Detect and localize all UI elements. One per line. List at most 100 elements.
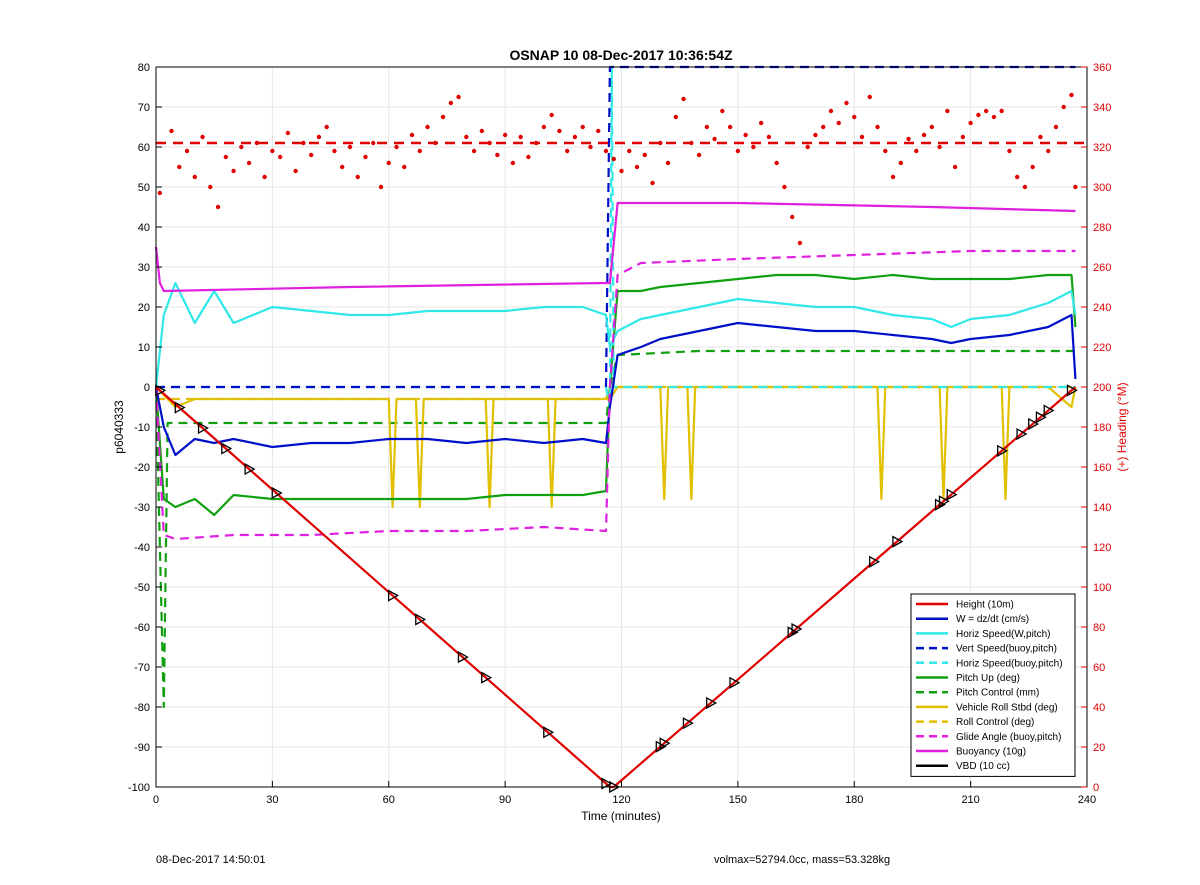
legend-label-horiz-speed-w-pitch: Horiz Speed(W,pitch) bbox=[956, 629, 1050, 640]
heading-point bbox=[564, 148, 570, 154]
heading-point bbox=[588, 144, 593, 150]
heading-point bbox=[766, 134, 772, 140]
height-marker bbox=[706, 696, 718, 710]
heading-point bbox=[324, 124, 329, 130]
heading-point bbox=[968, 120, 973, 126]
series-line-vehicle-roll-stbd-deg bbox=[155, 385, 1077, 509]
heading-point bbox=[735, 148, 741, 154]
height-marker bbox=[1043, 404, 1055, 417]
heading-point bbox=[580, 124, 585, 130]
y2-tick-label: 40 bbox=[1093, 702, 1105, 714]
heading-point bbox=[479, 128, 485, 134]
heading-point bbox=[332, 148, 337, 154]
heading-point bbox=[308, 152, 314, 158]
heading-point bbox=[743, 132, 748, 138]
legend-label-vert-speed-buoy-pitch: Vert Speed(buoy,pitch) bbox=[956, 644, 1057, 655]
y2-tick-label: 220 bbox=[1093, 342, 1111, 354]
heading-point bbox=[852, 114, 857, 120]
y2-tick-label: 80 bbox=[1093, 622, 1105, 634]
y-tick-label: 30 bbox=[138, 262, 150, 274]
heading-point bbox=[495, 152, 500, 158]
legend: Height (10m) W = dz/dt (cm/s) Horiz Speed(… bbox=[910, 593, 1076, 777]
height-marker bbox=[946, 488, 958, 501]
legend-label-buoyancy-10g: Buoyancy (10g) bbox=[956, 747, 1026, 758]
y2-tick-label: 60 bbox=[1093, 662, 1105, 674]
heading-point bbox=[1038, 134, 1043, 140]
heading-point bbox=[239, 144, 244, 150]
heading-point bbox=[704, 124, 710, 130]
heading-point bbox=[301, 140, 306, 146]
legend-box bbox=[910, 593, 1076, 777]
heading-point bbox=[696, 152, 702, 158]
heading-point bbox=[417, 148, 422, 154]
x-tick-label: 240 bbox=[1078, 794, 1096, 806]
heading-point bbox=[549, 112, 554, 118]
y2-tick-label: 100 bbox=[1093, 582, 1111, 594]
y-tick-label: -90 bbox=[134, 742, 150, 754]
marker-layer bbox=[155, 384, 1078, 794]
y2-tick-label: 120 bbox=[1093, 542, 1111, 554]
heading-point bbox=[526, 154, 531, 160]
heading-point bbox=[355, 174, 360, 180]
heading-point bbox=[596, 128, 601, 134]
heading-point bbox=[1030, 164, 1035, 170]
y-tick-label: -80 bbox=[134, 702, 150, 714]
heading-point bbox=[665, 160, 671, 166]
heading-point bbox=[603, 148, 609, 154]
y-tick-label: -10 bbox=[134, 422, 150, 434]
heading-point bbox=[510, 160, 516, 166]
legend-label-height-10m: Height (10m) bbox=[956, 600, 1014, 611]
heading-point bbox=[231, 168, 236, 174]
heading-point bbox=[634, 164, 640, 170]
y-axis-label: p6040333 bbox=[112, 400, 126, 454]
heading-point bbox=[883, 148, 888, 154]
heading-point bbox=[875, 124, 880, 130]
heading-point bbox=[471, 148, 477, 154]
y-tick-label: 0 bbox=[144, 382, 150, 394]
height-marker bbox=[1066, 384, 1078, 397]
series-line-horiz-speed-w-pitch bbox=[154, 281, 1077, 388]
heading-point bbox=[758, 120, 764, 126]
heading-point bbox=[828, 108, 834, 114]
heading-point bbox=[906, 136, 911, 142]
heading-point bbox=[347, 144, 353, 150]
y2-tick-label: 340 bbox=[1093, 102, 1111, 114]
heading-point bbox=[1073, 184, 1078, 190]
height-marker bbox=[659, 737, 671, 750]
y2-axis-label: (+) Heading (°M) bbox=[1115, 382, 1129, 471]
y-tick-label: 60 bbox=[138, 142, 150, 154]
heading-point bbox=[572, 134, 578, 140]
y2-tick-label: 280 bbox=[1093, 222, 1111, 234]
heading-point bbox=[774, 160, 779, 166]
heading-point bbox=[867, 94, 872, 100]
heading-point bbox=[681, 96, 686, 102]
height-marker bbox=[457, 650, 469, 664]
heading-point bbox=[402, 164, 407, 170]
legend-label-pitch-control-mm: Pitch Control (mm) bbox=[956, 688, 1039, 699]
heading-point bbox=[448, 100, 454, 106]
height-marker bbox=[601, 777, 613, 790]
y2-tick-label: 240 bbox=[1093, 302, 1111, 314]
x-tick-label: 150 bbox=[729, 794, 747, 806]
heading-point bbox=[797, 240, 803, 246]
heading-point bbox=[914, 148, 919, 154]
height-marker bbox=[244, 462, 256, 476]
heading-point bbox=[440, 114, 446, 120]
height-marker bbox=[271, 486, 283, 500]
y2-tick-label: 160 bbox=[1093, 462, 1111, 474]
legend-label-glide-angle-buoy-pitch: Glide Angle (buoy,pitch) bbox=[956, 732, 1061, 743]
height-marker bbox=[415, 613, 427, 626]
heading-point bbox=[533, 140, 539, 146]
heading-point bbox=[277, 154, 283, 160]
heading-point bbox=[991, 114, 997, 120]
heading-point bbox=[844, 100, 849, 106]
heading-point bbox=[712, 136, 717, 142]
series-line-glide-angle-buoy-pitch bbox=[154, 249, 1076, 541]
series-line-pitch-control-mm bbox=[154, 349, 1076, 709]
x-tick-label: 210 bbox=[961, 794, 979, 806]
heading-point bbox=[751, 144, 756, 150]
heading-point bbox=[1022, 184, 1028, 190]
heading-point bbox=[386, 160, 391, 166]
heading-point bbox=[254, 140, 260, 146]
